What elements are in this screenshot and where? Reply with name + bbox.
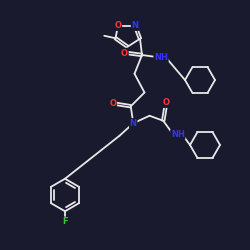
Text: N: N: [130, 119, 137, 128]
Text: O: O: [162, 98, 169, 107]
Text: N: N: [132, 21, 138, 30]
Text: NH: NH: [154, 52, 168, 62]
Text: O: O: [109, 99, 116, 108]
Text: O: O: [121, 48, 128, 58]
Text: NH: NH: [171, 130, 185, 139]
Text: O: O: [114, 21, 121, 30]
Text: F: F: [62, 217, 68, 226]
